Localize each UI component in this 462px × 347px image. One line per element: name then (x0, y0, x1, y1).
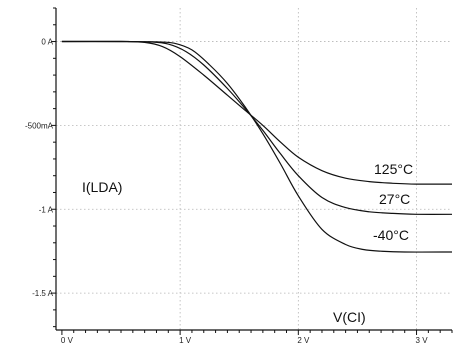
x-tick-label: 0 V (61, 336, 74, 345)
axes (51, 7, 453, 335)
text-labels: I(LDA) V(CI) 125°C 27°C -40°C (82, 161, 413, 325)
y-tick-label: -1.5 A (32, 289, 54, 298)
y-tick-label: -500mA (25, 121, 54, 130)
annotation-minus40c: -40°C (373, 227, 409, 243)
series-line-27c (61, 40, 453, 215)
tick-labels: 0 V 1 V 2 V 3 V 0 A -500mA -1 A -1.5 A (25, 38, 428, 345)
x-tick-label: 2 V (297, 336, 310, 345)
series-line-125c (61, 40, 453, 185)
y-tick-label: 0 A (41, 38, 53, 47)
y-axis-label: I(LDA) (82, 179, 122, 195)
x-tick-label: 1 V (179, 336, 192, 345)
series-line-minus40c (61, 40, 453, 253)
grid (56, 8, 452, 330)
y-tick-label: -1 A (39, 205, 54, 214)
annotation-27c: 27°C (379, 191, 410, 207)
series-lines (61, 40, 453, 253)
x-axis-label: V(CI) (333, 309, 366, 325)
annotation-125c: 125°C (374, 161, 413, 177)
x-tick-label: 3 V (416, 336, 429, 345)
